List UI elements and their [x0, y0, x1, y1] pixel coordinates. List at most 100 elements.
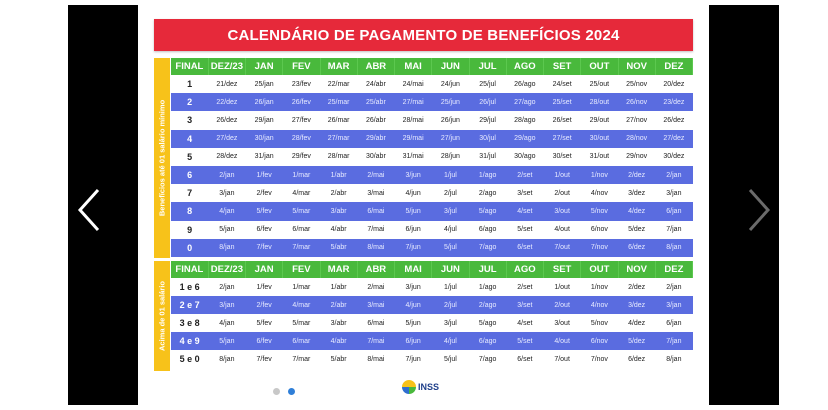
- payment-date-cell: 6/mai: [357, 314, 395, 332]
- column-header-jun: JUN: [431, 261, 470, 278]
- inss-logo-text: INSS: [418, 382, 440, 392]
- payment-date-cell: 5/nov: [580, 314, 618, 332]
- payment-date-cell: 5/fev: [245, 202, 283, 221]
- payment-date-cell: 6/dez: [618, 350, 656, 368]
- column-header-abr: ABR: [357, 58, 396, 75]
- payment-date-cell: 22/dez: [208, 93, 246, 112]
- payment-date-cell: 3/out: [543, 202, 581, 221]
- payment-date-cell: 7/out: [543, 238, 581, 257]
- payment-date-cell: 4/jan: [208, 314, 246, 332]
- payment-date-cell: 3/jul: [431, 202, 469, 221]
- payment-date-cell: 26/jun: [431, 111, 469, 130]
- payment-date-cell: 3/out: [543, 314, 581, 332]
- table-header-row: FINAL DEZ/23 JAN FEV MAR ABR MAI JUN JUL AGO SET OU…: [171, 58, 694, 75]
- previous-slide-button[interactable]: [70, 180, 110, 240]
- payment-date-cell: 30/jul: [469, 129, 507, 148]
- payment-date-cell: 2/out: [543, 296, 581, 314]
- payment-date-cell: 4/jul: [431, 332, 469, 350]
- final-digit-cell: 9: [171, 220, 209, 239]
- payment-date-cell: 6/mar: [282, 332, 320, 350]
- column-header-dez-23: DEZ/23: [208, 261, 247, 278]
- payment-date-cell: 27/dez: [655, 129, 693, 148]
- final-digit-cell: 2 e 7: [171, 296, 209, 314]
- payment-date-cell: 29/ago: [506, 129, 544, 148]
- payment-date-cell: 1/out: [543, 165, 581, 185]
- payment-date-cell: 1/abr: [320, 165, 358, 185]
- column-header-final: FINAL: [171, 261, 209, 278]
- payment-date-cell: 5/jun: [394, 314, 432, 332]
- payment-date-cell: 7/out: [543, 350, 581, 368]
- payment-date-cell: 5/jan: [208, 332, 246, 350]
- payment-date-cell: 4/mar: [282, 296, 320, 314]
- payment-date-cell: 5/ago: [469, 202, 507, 221]
- payment-date-cell: 4/set: [506, 202, 544, 221]
- calendar-title: CALENDÁRIO DE PAGAMENTO DE BENEFÍCIOS 20…: [227, 26, 620, 44]
- payment-date-cell: 7/mai: [357, 332, 395, 350]
- payment-date-cell: 4/out: [543, 220, 581, 239]
- payment-date-cell: 5/dez: [618, 220, 656, 239]
- payment-date-cell: 2/ago: [469, 184, 507, 203]
- table-row: 2 e 7 3/jan 2/fev 4/mar 2/abr 3/mai 4/jun 2/jul…: [171, 296, 693, 314]
- table-row: 5 e 0 8/jan 7/fev 7/mar 5/abr 8/mai 7/jun 5/jul…: [171, 350, 693, 368]
- table-row: 8 4/jan 5/fev 5/mar 3/abr 6/mai 5/jun 3/jul 5/ag…: [171, 202, 693, 221]
- payment-date-cell: 3/dez: [618, 184, 656, 203]
- side-label-minimum-wage: Benefícios até 01 salário mínimo: [154, 58, 170, 258]
- column-header-jun: JUN: [431, 58, 470, 75]
- column-header-ago: AGO: [506, 261, 545, 278]
- payment-date-cell: 7/jun: [394, 350, 432, 368]
- payment-date-cell: 6/jun: [394, 220, 432, 239]
- column-header-ago: AGO: [506, 58, 545, 75]
- column-header-out: OUT: [580, 58, 619, 75]
- payment-date-cell: 7/fev: [245, 350, 283, 368]
- payment-date-cell: 28/ago: [506, 111, 544, 130]
- side-label-above-minimum-text: Acima de 01 salário: [157, 280, 167, 352]
- payment-date-cell: 4/abr: [320, 220, 358, 239]
- payment-date-cell: 25/out: [580, 75, 618, 94]
- payment-date-cell: 29/abr: [357, 129, 395, 148]
- payment-date-cell: 29/fev: [282, 147, 320, 166]
- table-row: 0 8/jan 7/fev 7/mar 5/abr 8/mai 7/jun 5/jul 7/ag…: [171, 238, 693, 257]
- payment-date-cell: 8/jan: [208, 350, 246, 368]
- column-header-dez-23: DEZ/23: [208, 58, 247, 75]
- table-row: 9 5/jan 6/fev 6/mar 4/abr 7/mai 6/jun 4/jul 6/ag…: [171, 220, 693, 239]
- payment-date-cell: 7/mar: [282, 238, 320, 257]
- payment-date-cell: 25/mar: [320, 93, 358, 112]
- chevron-left-icon: [77, 188, 100, 232]
- final-digit-cell: 4 e 9: [171, 332, 209, 350]
- payment-date-cell: 3/set: [506, 296, 544, 314]
- column-header-fev: FEV: [282, 58, 321, 75]
- payment-date-cell: 6/dez: [618, 238, 656, 257]
- payment-date-cell: 6/ago: [469, 332, 507, 350]
- payment-date-cell: 1/ago: [469, 165, 507, 185]
- carousel-dot-1[interactable]: [273, 388, 280, 395]
- payment-date-cell: 4/set: [506, 314, 544, 332]
- payment-date-cell: 29/mai: [394, 129, 432, 148]
- next-slide-button[interactable]: [738, 180, 778, 240]
- chevron-right-icon: [748, 188, 771, 232]
- column-header-final: FINAL: [171, 58, 209, 75]
- payment-date-cell: 6/set: [506, 350, 544, 368]
- table-row: 3 e 8 4/jan 5/fev 5/mar 3/abr 6/mai 5/jun 3/jul…: [171, 314, 693, 332]
- table-row: 1 21/dez 25/jan 23/fev 22/mar 24/abr 24/mai 24/…: [171, 75, 693, 94]
- payment-date-cell: 30/abr: [357, 147, 395, 166]
- payment-date-cell: 30/out: [580, 129, 618, 148]
- payment-date-cell: 30/set: [543, 147, 581, 166]
- payment-date-cell: 2/jan: [208, 165, 246, 185]
- payment-date-cell: 5/fev: [245, 314, 283, 332]
- payment-date-cell: 27/jun: [431, 129, 469, 148]
- table-section-minimum-wage: Benefícios até 01 salário mínimo FINAL DE…: [154, 58, 694, 258]
- payment-date-cell: 7/jan: [655, 332, 693, 350]
- inss-logo-icon: [402, 380, 416, 394]
- column-header-out: OUT: [580, 261, 619, 278]
- payment-date-cell: 5/jul: [431, 238, 469, 257]
- payment-date-cell: 7/ago: [469, 238, 507, 257]
- payment-date-cell: 2/jul: [431, 184, 469, 203]
- payment-date-cell: 1/fev: [245, 278, 283, 296]
- payment-date-cell: 2/out: [543, 184, 581, 203]
- side-label-above-minimum: Acima de 01 salário: [154, 261, 170, 371]
- payment-date-cell: 6/set: [506, 238, 544, 257]
- carousel-dot-2[interactable]: [288, 388, 295, 395]
- payment-date-cell: 6/fev: [245, 332, 283, 350]
- payment-date-cell: 1/abr: [320, 278, 358, 296]
- payment-date-cell: 8/jan: [208, 238, 246, 257]
